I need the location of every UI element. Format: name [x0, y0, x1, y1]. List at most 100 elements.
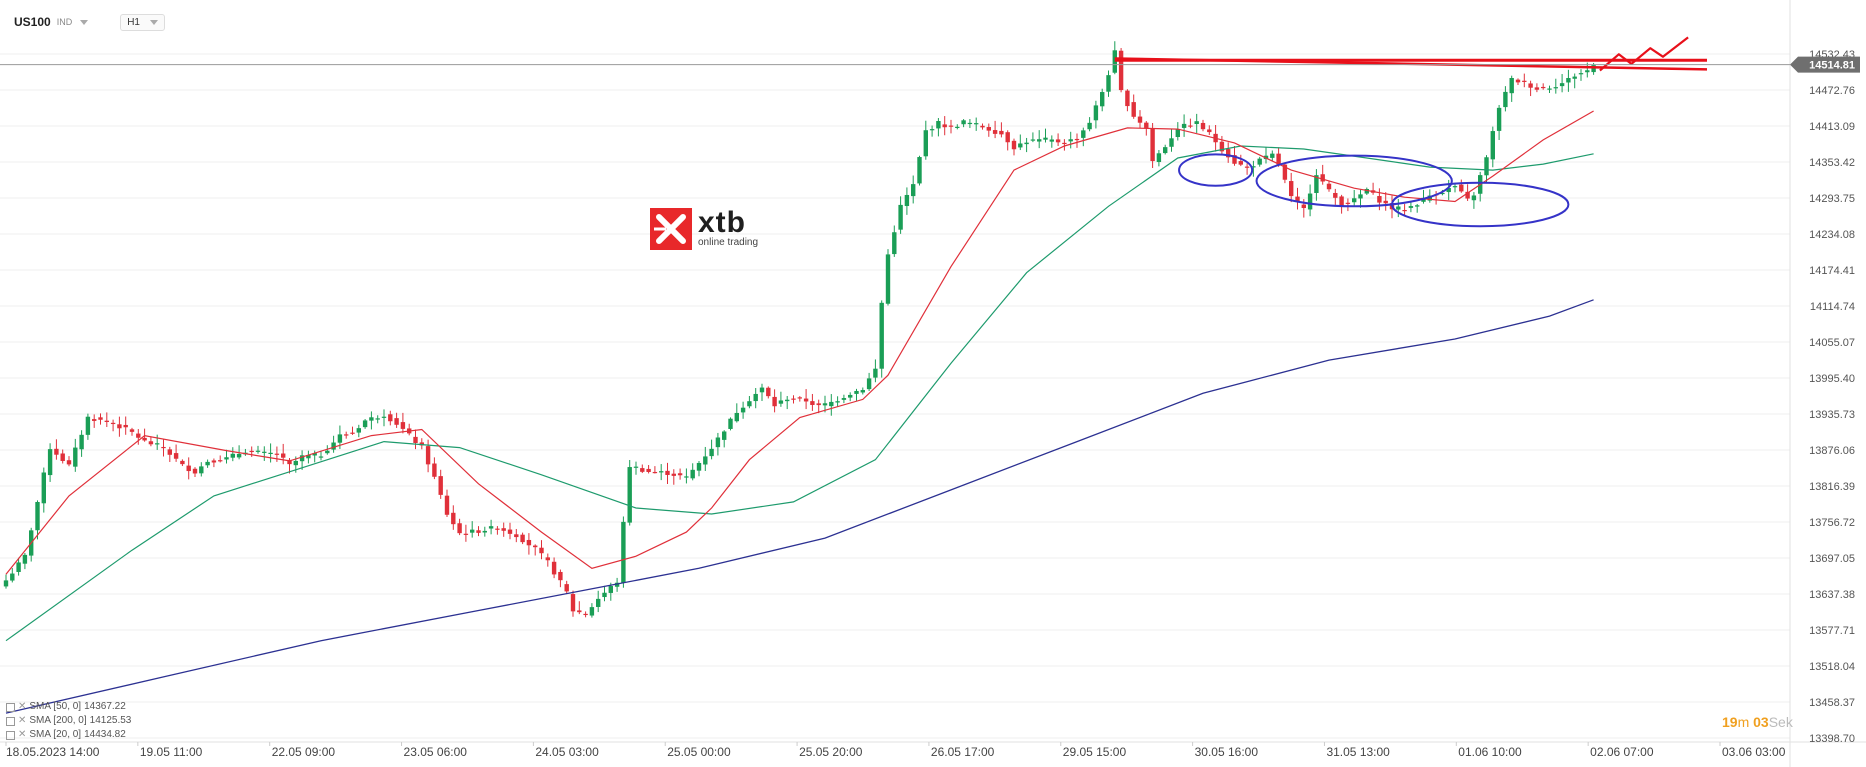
candle-body — [526, 539, 532, 546]
candle — [1068, 131, 1073, 149]
candle — [728, 417, 733, 431]
xtb-watermark: xtb online trading — [650, 208, 758, 250]
settings-icon[interactable] — [6, 702, 15, 712]
candle-body — [54, 448, 59, 455]
candle-body — [665, 470, 670, 475]
candle-body — [835, 401, 840, 403]
candle-body — [948, 125, 954, 127]
candle — [539, 540, 544, 560]
candle-body — [400, 422, 406, 429]
instrument-symbol[interactable]: US100 — [14, 15, 51, 29]
candle-body — [1226, 149, 1231, 158]
candle — [1421, 189, 1426, 204]
candle-body — [1559, 83, 1565, 87]
candle-body — [293, 460, 298, 466]
candle-body — [1100, 92, 1105, 107]
trend-line — [1114, 57, 1708, 71]
candle — [79, 430, 84, 457]
candle — [501, 522, 506, 537]
candle-body — [104, 420, 109, 423]
candle-body — [728, 418, 733, 429]
candle — [904, 187, 910, 215]
candle — [438, 469, 443, 499]
candle — [1263, 147, 1269, 164]
candle — [1541, 83, 1546, 90]
candle-body — [1244, 166, 1250, 168]
candle-body — [1175, 129, 1180, 138]
candle — [860, 387, 865, 395]
legend-sma20[interactable]: ✕ SMA [20, 0] 14434.82 — [6, 728, 131, 742]
candle-body — [1055, 139, 1061, 143]
settings-icon[interactable] — [6, 730, 15, 740]
candle — [1037, 130, 1042, 149]
highlight-ellipse — [1255, 154, 1453, 208]
candle-body — [1018, 143, 1023, 148]
logo-name: xtb — [698, 206, 746, 239]
candle-body — [350, 432, 355, 434]
close-icon[interactable]: ✕ — [18, 729, 27, 740]
candle-body — [312, 453, 317, 456]
candle-body — [967, 122, 973, 125]
candle — [1295, 187, 1300, 210]
y-tick-label: 13995.40 — [1809, 373, 1855, 385]
candle — [1559, 74, 1565, 93]
candle-body — [1452, 186, 1458, 188]
y-tick-label: 13637.38 — [1809, 589, 1855, 601]
legend-sma200[interactable]: ✕ SMA [200, 0] 14125.53 — [6, 714, 131, 728]
candle-body — [1181, 123, 1187, 128]
candle — [262, 446, 267, 461]
y-tick-label: 13876.06 — [1809, 445, 1855, 457]
candle-body — [1440, 192, 1445, 195]
candle-body — [1301, 204, 1306, 209]
candle — [1156, 150, 1162, 167]
candle-body — [3, 580, 9, 587]
candle — [646, 465, 651, 474]
candle — [1219, 135, 1225, 155]
legend-sma50[interactable]: ✕ SMA [50, 0] 14367.22 — [6, 700, 131, 714]
candle — [413, 429, 418, 450]
candle-body — [356, 428, 361, 433]
candle — [898, 196, 903, 234]
timeframe-selector[interactable]: H1 — [120, 13, 165, 31]
candle — [306, 450, 311, 464]
candle-body — [898, 204, 903, 230]
settings-icon[interactable] — [6, 716, 15, 726]
candle — [1478, 171, 1483, 202]
candle-body — [1169, 138, 1174, 147]
candle-body — [759, 387, 765, 393]
candle — [684, 468, 689, 484]
candle-body — [1585, 70, 1590, 73]
candle-body — [1471, 195, 1477, 201]
candle-body — [419, 442, 424, 446]
candle — [785, 396, 790, 410]
candle — [54, 439, 59, 460]
y-tick-label: 14472.76 — [1809, 85, 1855, 97]
candle — [123, 416, 128, 435]
y-tick-label: 13756.72 — [1809, 517, 1855, 529]
candle-body — [1276, 153, 1281, 165]
candle-body — [929, 129, 935, 131]
candle — [570, 590, 576, 617]
candle-body — [829, 401, 834, 407]
candle-body — [923, 130, 928, 157]
candle — [955, 124, 960, 130]
candle — [211, 458, 217, 468]
candle-body — [186, 465, 191, 472]
x-axis-labels: 18.05.2023 14:00 19.05 11:00 22.05 09:00 23… — [5, 742, 1786, 759]
candle — [92, 414, 97, 428]
x-tick-label: 26.05 17:00 — [931, 745, 995, 759]
instrument-dropdown-icon[interactable] — [80, 19, 89, 25]
candle — [1326, 180, 1332, 192]
candle — [1534, 83, 1540, 93]
candle-body — [262, 451, 267, 453]
close-icon[interactable]: ✕ — [18, 701, 27, 712]
candle — [1459, 179, 1464, 193]
candle-body — [463, 533, 469, 535]
candle-body — [123, 424, 128, 428]
close-icon[interactable]: ✕ — [18, 715, 27, 726]
candle-body — [564, 584, 569, 592]
candle — [665, 462, 670, 485]
candle-body — [753, 393, 758, 402]
candle — [41, 467, 46, 513]
